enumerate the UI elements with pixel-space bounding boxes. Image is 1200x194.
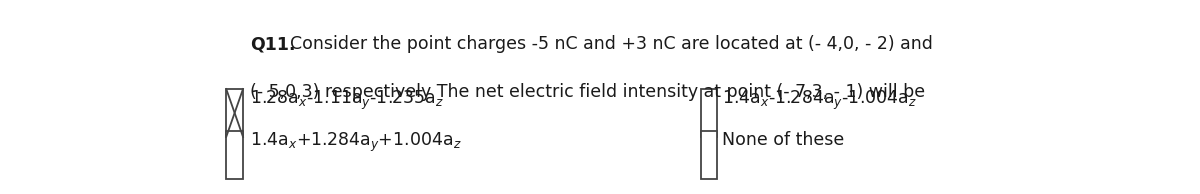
Bar — [227, 131, 242, 179]
Text: None of these: None of these — [722, 131, 845, 149]
Text: 1.4a$_{x}$+1.284a$_{y}$+1.004a$_{z}$: 1.4a$_{x}$+1.284a$_{y}$+1.004a$_{z}$ — [251, 131, 462, 154]
Bar — [227, 89, 242, 137]
Bar — [701, 131, 718, 179]
Text: 1.28a$_{x}$-1.11a$_{y}$-1.235a$_{z}$: 1.28a$_{x}$-1.11a$_{y}$-1.235a$_{z}$ — [251, 89, 444, 112]
Text: (- 5,0,3) respectively The net electric field intensity at point (- 7,3, - 1) wi: (- 5,0,3) respectively The net electric … — [251, 83, 925, 101]
Text: Consider the point charges -5 nC and +3 nC are located at (- 4,0, - 2) and: Consider the point charges -5 nC and +3 … — [290, 35, 934, 53]
Text: 1.4a$_{x}$-1.284a$_{y}$-1.004a$_{z}$: 1.4a$_{x}$-1.284a$_{y}$-1.004a$_{z}$ — [722, 89, 917, 112]
Bar — [701, 89, 718, 137]
Text: Q11.: Q11. — [251, 35, 296, 53]
